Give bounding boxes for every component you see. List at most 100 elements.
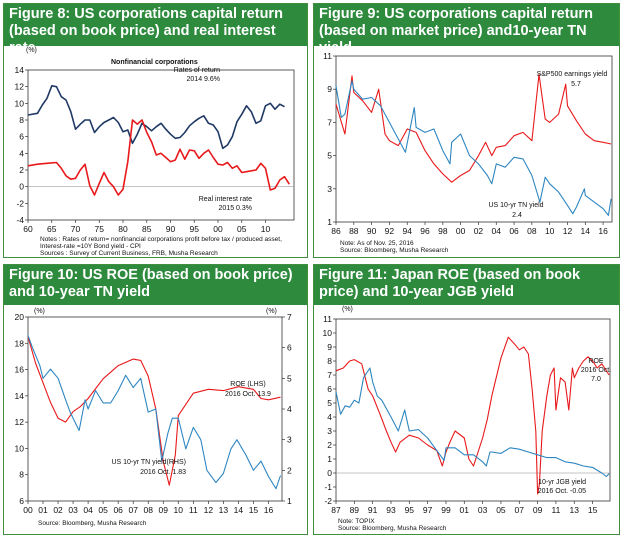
- y-tick-label: 3: [327, 184, 332, 194]
- y2-tick-label: 1: [287, 496, 292, 506]
- y-tick-label: 8: [327, 356, 332, 366]
- series-line-2: [335, 367, 610, 478]
- x-tick-label: 89: [350, 505, 360, 515]
- plot-frame: [335, 318, 611, 502]
- x-tick-label: 13: [570, 505, 580, 515]
- annotation-label: Real interest rate: [199, 196, 252, 203]
- figure-8-header: Figure 8: US corporations capital return…: [4, 4, 307, 56]
- x-tick-label: 03: [478, 505, 488, 515]
- y-tick-label: 14: [15, 391, 25, 401]
- y-axis-unit: (%): [342, 306, 353, 313]
- series-line-1: [335, 336, 610, 495]
- annotation-label: US 10-yr TN yield: [488, 202, 543, 209]
- x-tick-label: 06: [113, 505, 123, 515]
- x-tick-label: 87: [331, 505, 341, 515]
- series-line-1: [27, 84, 285, 150]
- x-tick-label: 08: [527, 226, 537, 236]
- y2-tick-label: 7: [287, 312, 292, 322]
- x-tick-label: 05: [98, 505, 108, 515]
- x-tick-label: 02: [474, 226, 484, 236]
- x-tick-label: 12: [204, 505, 214, 515]
- annotation-label: US 10-yr TN yield(RHS): [111, 459, 186, 466]
- y-tick-label: 8: [19, 115, 24, 125]
- x-tick-label: 90: [166, 224, 176, 234]
- x-tick-label: 03: [68, 505, 78, 515]
- x-tick-label: 60: [23, 224, 33, 234]
- x-tick-label: 15: [588, 505, 598, 515]
- series-line-1: [335, 73, 612, 183]
- y-tick-label: 1: [327, 217, 332, 227]
- y-tick-label: 9: [327, 342, 332, 352]
- x-tick-label: 80: [118, 224, 128, 234]
- source-note: Note: TOPIX: [338, 518, 375, 525]
- x-tick-label: 91: [368, 505, 378, 515]
- x-tick-label: 12: [563, 226, 573, 236]
- x-tick-label: 04: [83, 505, 93, 515]
- y2-axis-unit: (%): [266, 308, 277, 315]
- x-tick-label: 14: [581, 226, 591, 236]
- x-tick-label: 16: [264, 505, 274, 515]
- figure-9-header: Figure 9: US corporations capital return…: [314, 4, 619, 56]
- figure-10-header: Figure 10: US ROE (based on book price) …: [4, 265, 307, 305]
- annotation-label: ROE (LHS): [230, 381, 265, 388]
- x-tick-label: 16: [598, 226, 608, 236]
- annotation-label: 2016 Oct. -0.05: [538, 488, 586, 495]
- y-tick-label: 0: [19, 182, 24, 192]
- y-tick-label: 0: [327, 468, 332, 478]
- x-tick-label: 09: [533, 505, 543, 515]
- series-line-2: [27, 335, 282, 490]
- y-tick-label: 10: [15, 443, 25, 453]
- y2-tick-label: 5: [287, 373, 292, 383]
- y-tick-label: 16: [15, 365, 25, 375]
- y2-tick-label: 2: [287, 465, 292, 475]
- x-tick-label: 01: [38, 505, 48, 515]
- figure-8-panel: Figure 8: US corporations capital return…: [3, 3, 308, 258]
- x-tick-label: 08: [144, 505, 154, 515]
- y-tick-label: -2: [324, 496, 332, 506]
- x-tick-label: 93: [386, 505, 396, 515]
- x-tick-label: 00: [23, 505, 33, 515]
- annotation-label: 2015 0.3%: [219, 205, 252, 212]
- y-tick-label: 10: [15, 98, 25, 108]
- y-tick-label: 14: [15, 65, 25, 75]
- x-tick-label: 10: [261, 224, 271, 234]
- x-tick-label: 97: [423, 505, 433, 515]
- annotation-label: Rates of return: [174, 67, 220, 74]
- x-tick-label: 94: [402, 226, 412, 236]
- source-note: Source: Bloomberg, Musha Research: [340, 247, 449, 254]
- x-tick-label: 09: [159, 505, 169, 515]
- annotation-label: 7.0: [591, 376, 601, 383]
- annotation-label: 2016 Oct. 1.83: [140, 469, 186, 476]
- x-tick-label: 65: [47, 224, 57, 234]
- y-tick-label: 6: [19, 132, 24, 142]
- plot-frame: [335, 55, 613, 223]
- y-tick-label: 9: [327, 84, 332, 94]
- annotation-label: 2.4: [512, 212, 522, 219]
- y-tick-label: -2: [16, 198, 24, 208]
- annotation-label: S&P500 earnings yield: [537, 71, 608, 78]
- x-tick-label: 10: [174, 505, 184, 515]
- y-tick-label: 2: [327, 440, 332, 450]
- y-tick-label: 5: [327, 398, 332, 408]
- x-tick-label: 11: [552, 505, 561, 515]
- figure-9-panel: Figure 9: US corporations capital return…: [313, 3, 620, 258]
- source-note: Notes : Rates of return= nonfinancial co…: [40, 236, 282, 243]
- annotation-label: 10-yr JGB yield: [538, 479, 586, 486]
- x-tick-label: 92: [385, 226, 395, 236]
- y-tick-label: 7: [327, 117, 332, 127]
- x-tick-label: 02: [53, 505, 63, 515]
- x-tick-label: 15: [249, 505, 259, 515]
- plot-frame: [27, 69, 295, 221]
- x-tick-label: 06: [509, 226, 519, 236]
- y-tick-label: 6: [327, 384, 332, 394]
- figure-11-header: Figure 11: Japan ROE (based on book pric…: [314, 265, 619, 305]
- x-tick-label: 99: [441, 505, 451, 515]
- x-tick-label: 00: [456, 226, 466, 236]
- y-tick-label: 1: [327, 454, 332, 464]
- x-tick-label: 95: [190, 224, 200, 234]
- annotation-label: 2014 9.6%: [187, 76, 220, 83]
- figure-10-panel: Figure 10: US ROE (based on book price) …: [3, 264, 308, 535]
- x-tick-label: 95: [405, 505, 415, 515]
